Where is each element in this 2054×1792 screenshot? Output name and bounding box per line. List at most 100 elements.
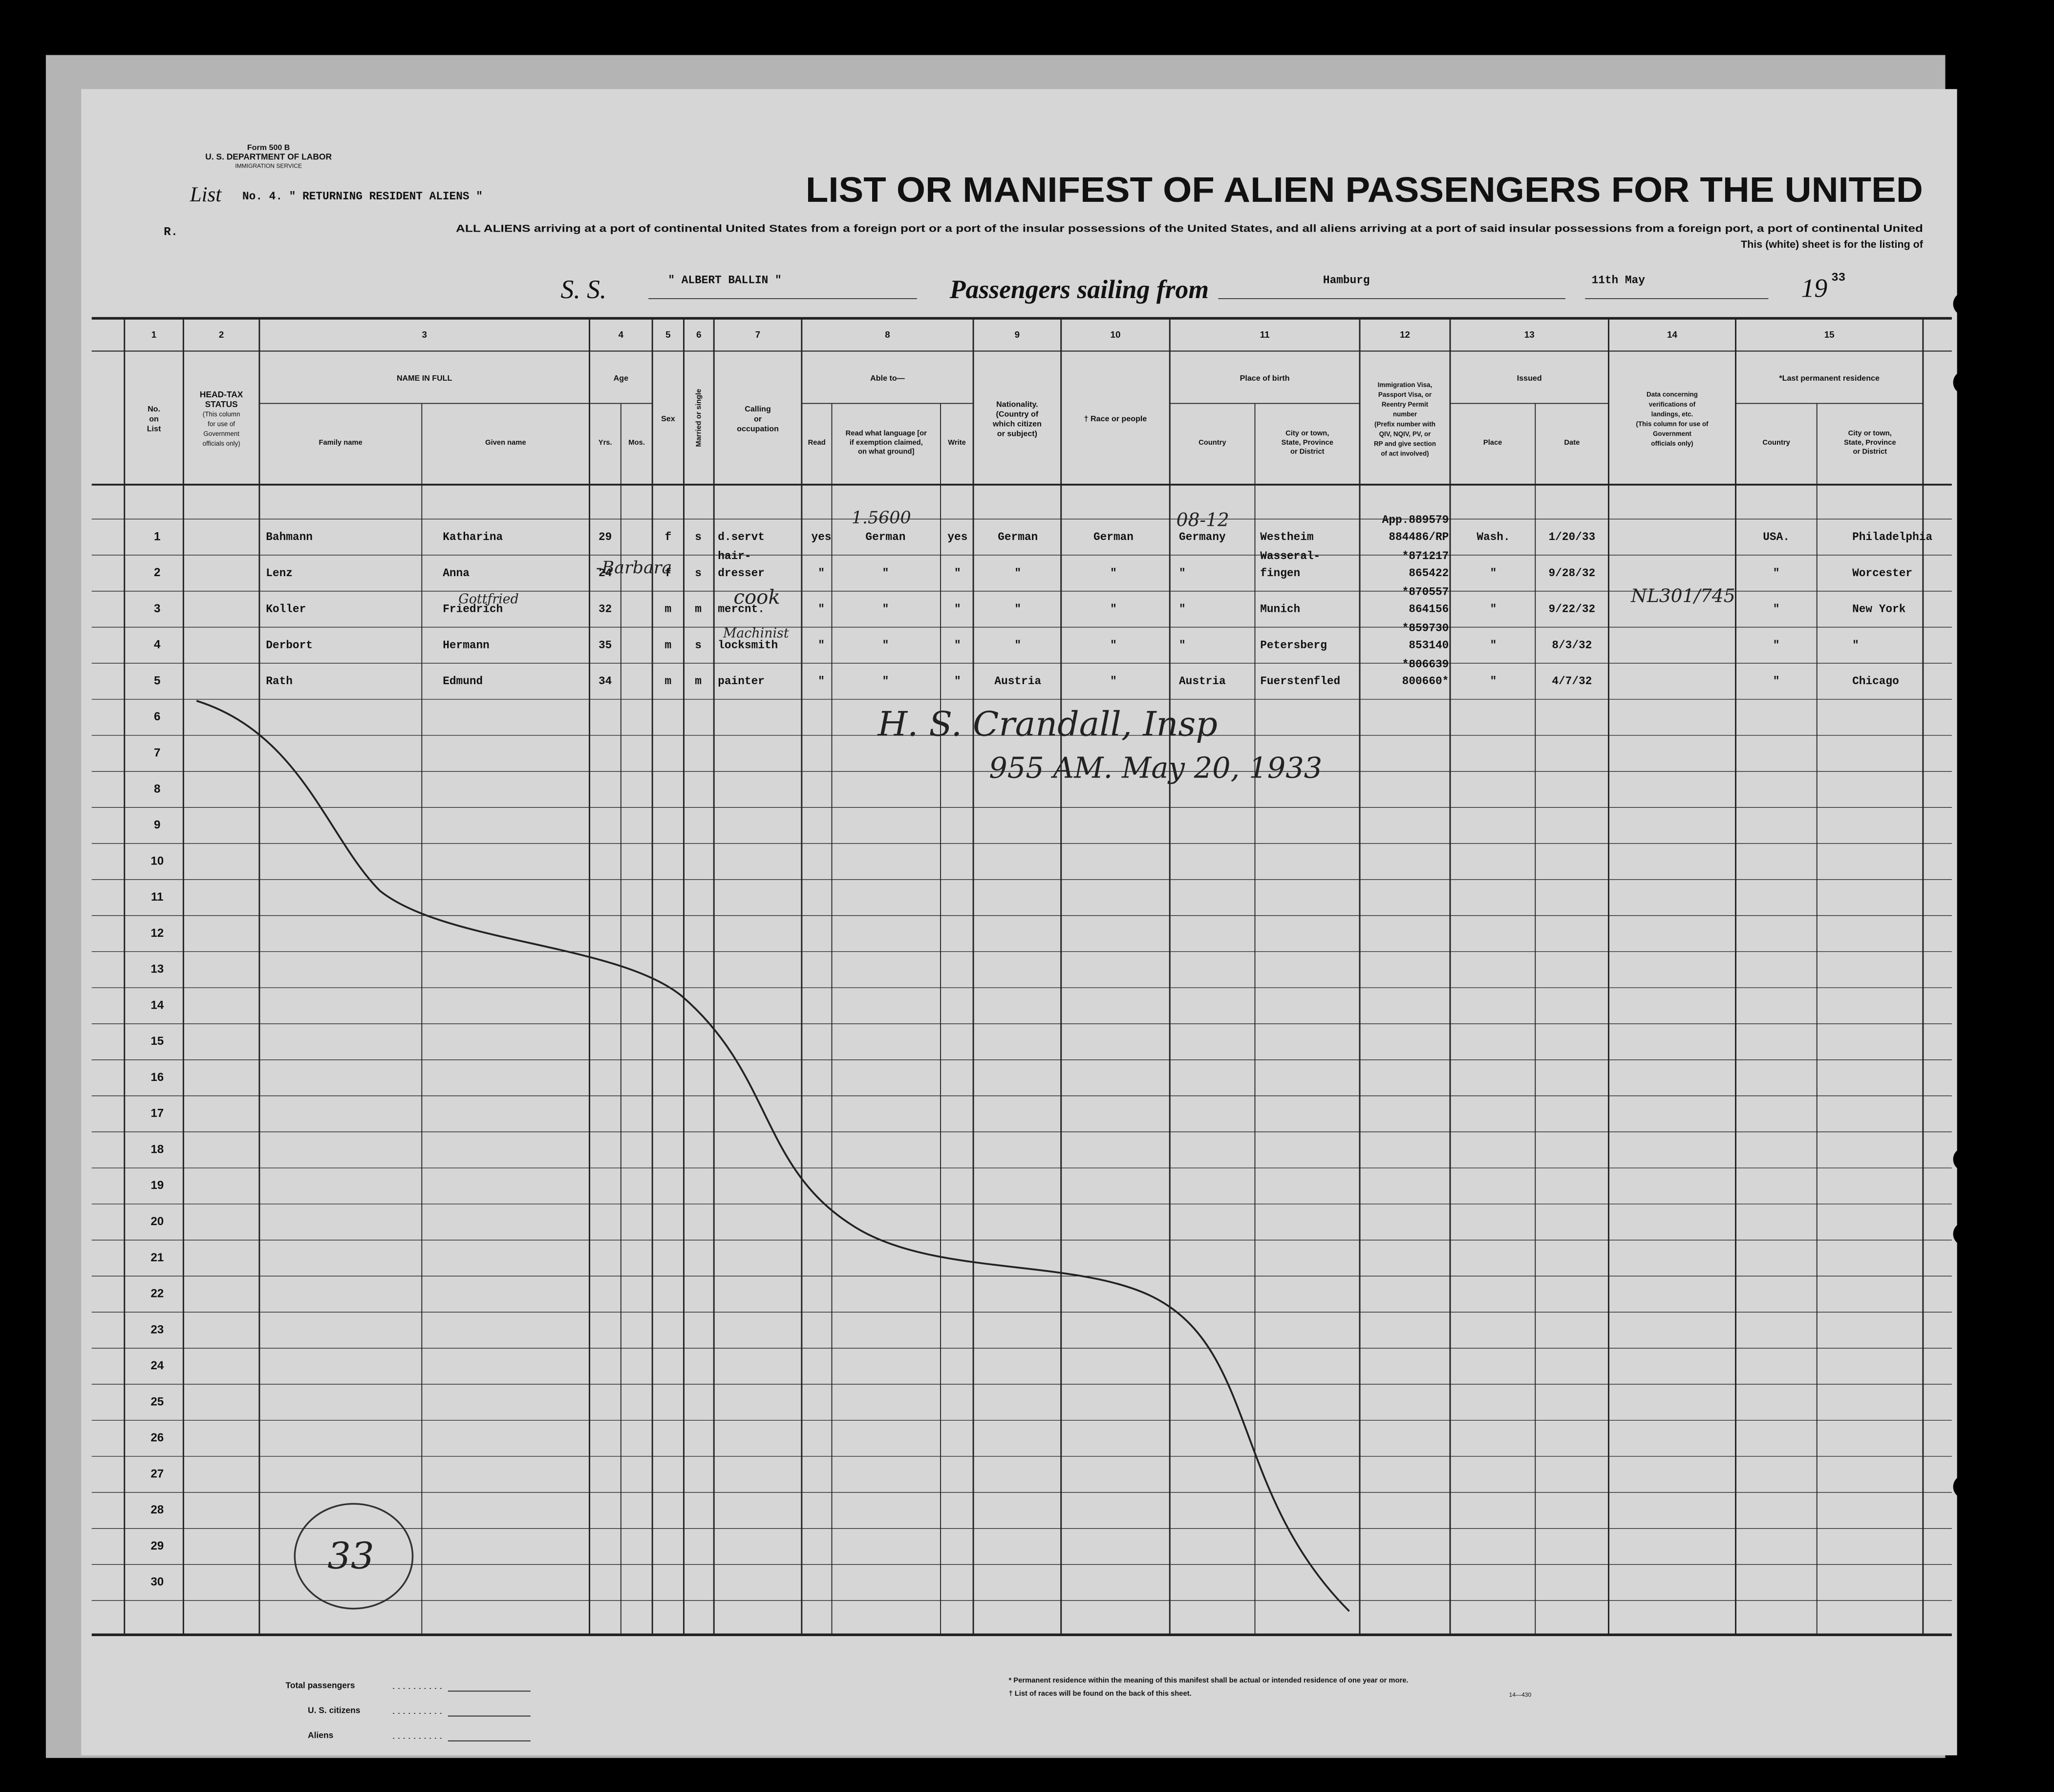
column-number: 1 bbox=[151, 329, 156, 340]
cell-read: " bbox=[818, 567, 825, 580]
cell-write: " bbox=[954, 639, 961, 651]
subcolumn-title: Place bbox=[1483, 439, 1502, 447]
cell-calling: painter bbox=[718, 675, 765, 688]
column-title: or bbox=[754, 414, 762, 423]
cell-date: 9/28/32 bbox=[1549, 567, 1596, 580]
column-title: Passport Visa, or bbox=[1378, 391, 1432, 398]
cell-race: " bbox=[1110, 639, 1117, 651]
punch-holes bbox=[1953, 292, 2036, 1499]
column-title: List bbox=[147, 424, 161, 433]
column-number: 15 bbox=[1824, 329, 1835, 340]
subcolumn-title: or District bbox=[1290, 448, 1325, 456]
row-number: 26 bbox=[150, 1431, 164, 1445]
r-mark: R. bbox=[164, 226, 178, 239]
cell-given: Hermann bbox=[443, 639, 490, 651]
column-title: Government bbox=[1653, 430, 1691, 437]
column-number: 6 bbox=[696, 329, 701, 340]
circle-mark bbox=[294, 1503, 414, 1610]
handwritten-note: cook bbox=[733, 586, 780, 609]
column-title: Nationality. bbox=[996, 400, 1038, 409]
subcolumn-title: Mos. bbox=[628, 439, 645, 447]
cell-residence-country: " bbox=[1773, 603, 1780, 616]
row-number: 21 bbox=[150, 1251, 164, 1264]
column-title: Place of birth bbox=[1240, 374, 1290, 383]
row-number: 27 bbox=[150, 1467, 164, 1480]
cell-given: Anna bbox=[443, 567, 470, 580]
row-number: 16 bbox=[150, 1071, 164, 1084]
subcolumn-title: Read bbox=[808, 439, 826, 447]
column-title: STATUS bbox=[205, 399, 238, 409]
subcolumn-title: Write bbox=[948, 439, 966, 447]
cell-calling: hair- bbox=[718, 550, 751, 562]
ship-name: " ALBERT BALLIN " bbox=[668, 274, 781, 287]
cell-family: Derbort bbox=[266, 639, 313, 651]
column-title: (Country of bbox=[996, 410, 1039, 418]
cell-nationality: " bbox=[1014, 639, 1021, 651]
punch-hole bbox=[1953, 292, 1977, 316]
cell-visa: App.889579 bbox=[1382, 514, 1449, 526]
column-title: Married or single bbox=[695, 389, 703, 447]
cell-status: s bbox=[695, 531, 702, 543]
column-title: on bbox=[149, 414, 159, 423]
cell-date: 4/7/32 bbox=[1552, 675, 1592, 688]
column-title: officials only) bbox=[1651, 440, 1693, 447]
row-number: 17 bbox=[150, 1107, 164, 1120]
row-number: 10 bbox=[150, 854, 164, 867]
subcolumn-title: Date bbox=[1564, 439, 1580, 447]
cell-given: Friedrich bbox=[443, 603, 503, 616]
column-number: 4 bbox=[619, 329, 624, 340]
handwritten-note: 955 AM. May 20, 1933 bbox=[989, 751, 1322, 785]
row-number: 29 bbox=[150, 1539, 164, 1553]
cell-given: Edmund bbox=[443, 675, 483, 688]
cell-calling: d.servt bbox=[718, 531, 765, 543]
row-number: 25 bbox=[150, 1395, 164, 1408]
punch-hole bbox=[1953, 1475, 1977, 1499]
subcolumn-title: State, Province bbox=[1282, 439, 1333, 447]
cell-age: 35 bbox=[599, 639, 612, 651]
cell-sex: f bbox=[665, 567, 672, 580]
cell-residence-city: " bbox=[1852, 639, 1859, 651]
column-title: which citizen bbox=[992, 419, 1042, 428]
cell-calling: locksmith bbox=[718, 639, 778, 651]
cell-city: Wasseral- bbox=[1260, 550, 1320, 562]
cell-status: s bbox=[695, 567, 702, 580]
cell-family: Bahmann bbox=[266, 531, 313, 543]
column-note: Government bbox=[203, 430, 239, 437]
cell-country: Germany bbox=[1179, 531, 1226, 543]
column-number: 10 bbox=[1111, 329, 1121, 340]
cell-status: s bbox=[695, 639, 702, 651]
column-title: † Race or people bbox=[1084, 414, 1147, 423]
subcolumn-title: or District bbox=[1853, 448, 1887, 456]
column-title: verifications of bbox=[1649, 401, 1696, 408]
column-title: landings, etc. bbox=[1651, 410, 1693, 418]
column-number: 12 bbox=[1400, 329, 1410, 340]
column-title: Immigration Visa, bbox=[1378, 381, 1432, 389]
cell-visa: *871217 bbox=[1402, 550, 1449, 562]
row-number: 3 bbox=[154, 602, 160, 615]
cell-language: " bbox=[882, 603, 889, 616]
handwritten-note: Machinist bbox=[723, 626, 789, 641]
footnote: * Permanent residence within the meaning… bbox=[1008, 1677, 1408, 1684]
cell-read: " bbox=[818, 603, 825, 616]
cell-read: " bbox=[818, 675, 825, 688]
ss-label: S. S. bbox=[561, 275, 607, 304]
column-note: officials only) bbox=[203, 440, 240, 447]
row-number: 19 bbox=[150, 1179, 164, 1192]
cell-visa: 884486/RP bbox=[1389, 531, 1449, 543]
cell-nationality: " bbox=[1014, 603, 1021, 616]
column-title: Sex bbox=[661, 414, 675, 423]
cell-visa: 800660* bbox=[1402, 675, 1449, 688]
column-number: 7 bbox=[755, 329, 760, 340]
row-number: 6 bbox=[154, 710, 160, 723]
cell-city: Fuerstenfled bbox=[1260, 675, 1340, 688]
cell-place: " bbox=[1490, 567, 1497, 580]
cell-date: 8/3/32 bbox=[1552, 639, 1592, 651]
row-number: 4 bbox=[154, 638, 161, 651]
punch-hole bbox=[2012, 370, 2036, 394]
subcolumn-title: Country bbox=[1762, 439, 1790, 447]
row-number: 12 bbox=[150, 927, 164, 940]
subcolumn-title: if exemption claimed, bbox=[850, 439, 923, 447]
column-number: 5 bbox=[665, 329, 670, 340]
column-number: 8 bbox=[885, 329, 890, 340]
